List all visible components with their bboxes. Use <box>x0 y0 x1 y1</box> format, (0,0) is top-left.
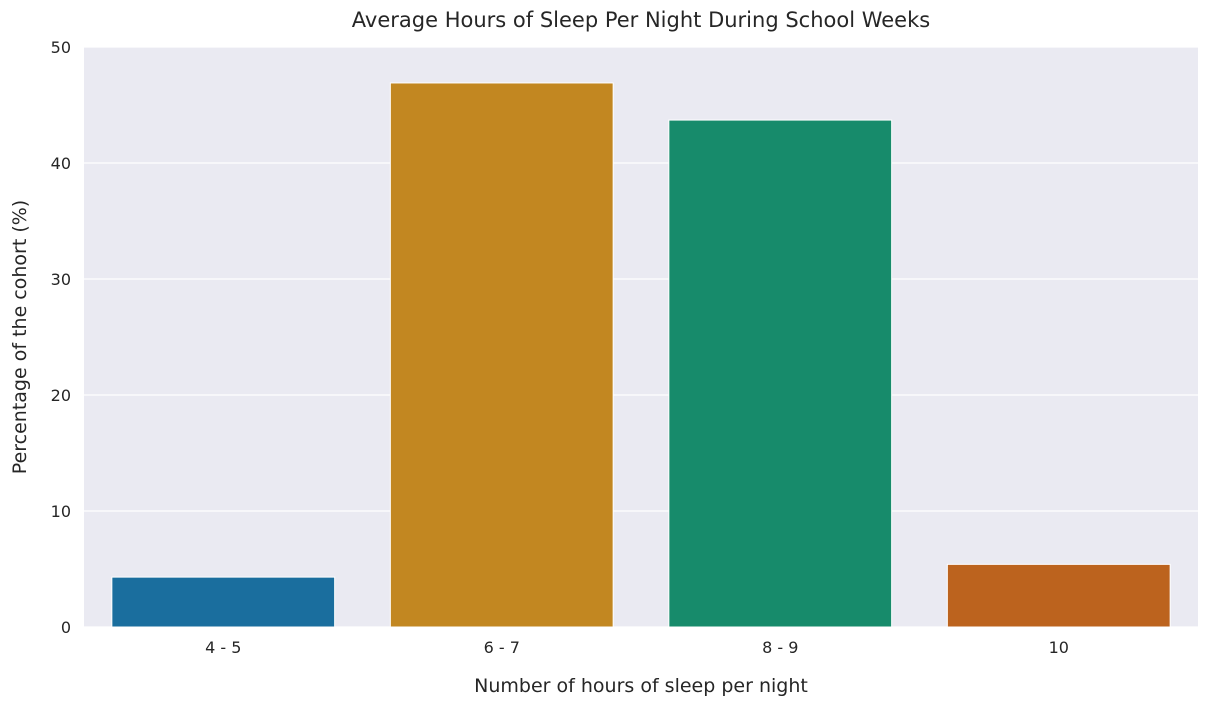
y-tick-label: 50 <box>51 38 71 57</box>
y-tick-label: 40 <box>51 154 71 173</box>
bar-8-9 <box>668 119 893 628</box>
bar-4-5 <box>111 576 336 628</box>
y-axis-label: Percentage of the cohort (%) <box>9 200 31 474</box>
y-tick-labels: 0 10 20 30 40 50 <box>51 38 71 637</box>
x-tick-label: 4 - 5 <box>205 638 241 657</box>
x-tick-label: 10 <box>1049 638 1069 657</box>
y-tick-label: 0 <box>61 618 71 637</box>
x-tick-label: 6 - 7 <box>484 638 520 657</box>
x-axis-label: Number of hours of sleep per night <box>474 675 808 697</box>
chart-title: Average Hours of Sleep Per Night During … <box>352 8 930 32</box>
y-tick-label: 10 <box>51 502 71 521</box>
y-tick-label: 30 <box>51 270 71 289</box>
bars <box>111 82 1171 628</box>
x-tick-label: 8 - 9 <box>762 638 798 657</box>
bar-6-7 <box>389 82 614 628</box>
bar-10 <box>946 563 1171 628</box>
x-tick-labels: 4 - 5 6 - 7 8 - 9 10 <box>205 638 1069 657</box>
plot-background <box>84 47 1198 627</box>
y-tick-label: 20 <box>51 386 71 405</box>
